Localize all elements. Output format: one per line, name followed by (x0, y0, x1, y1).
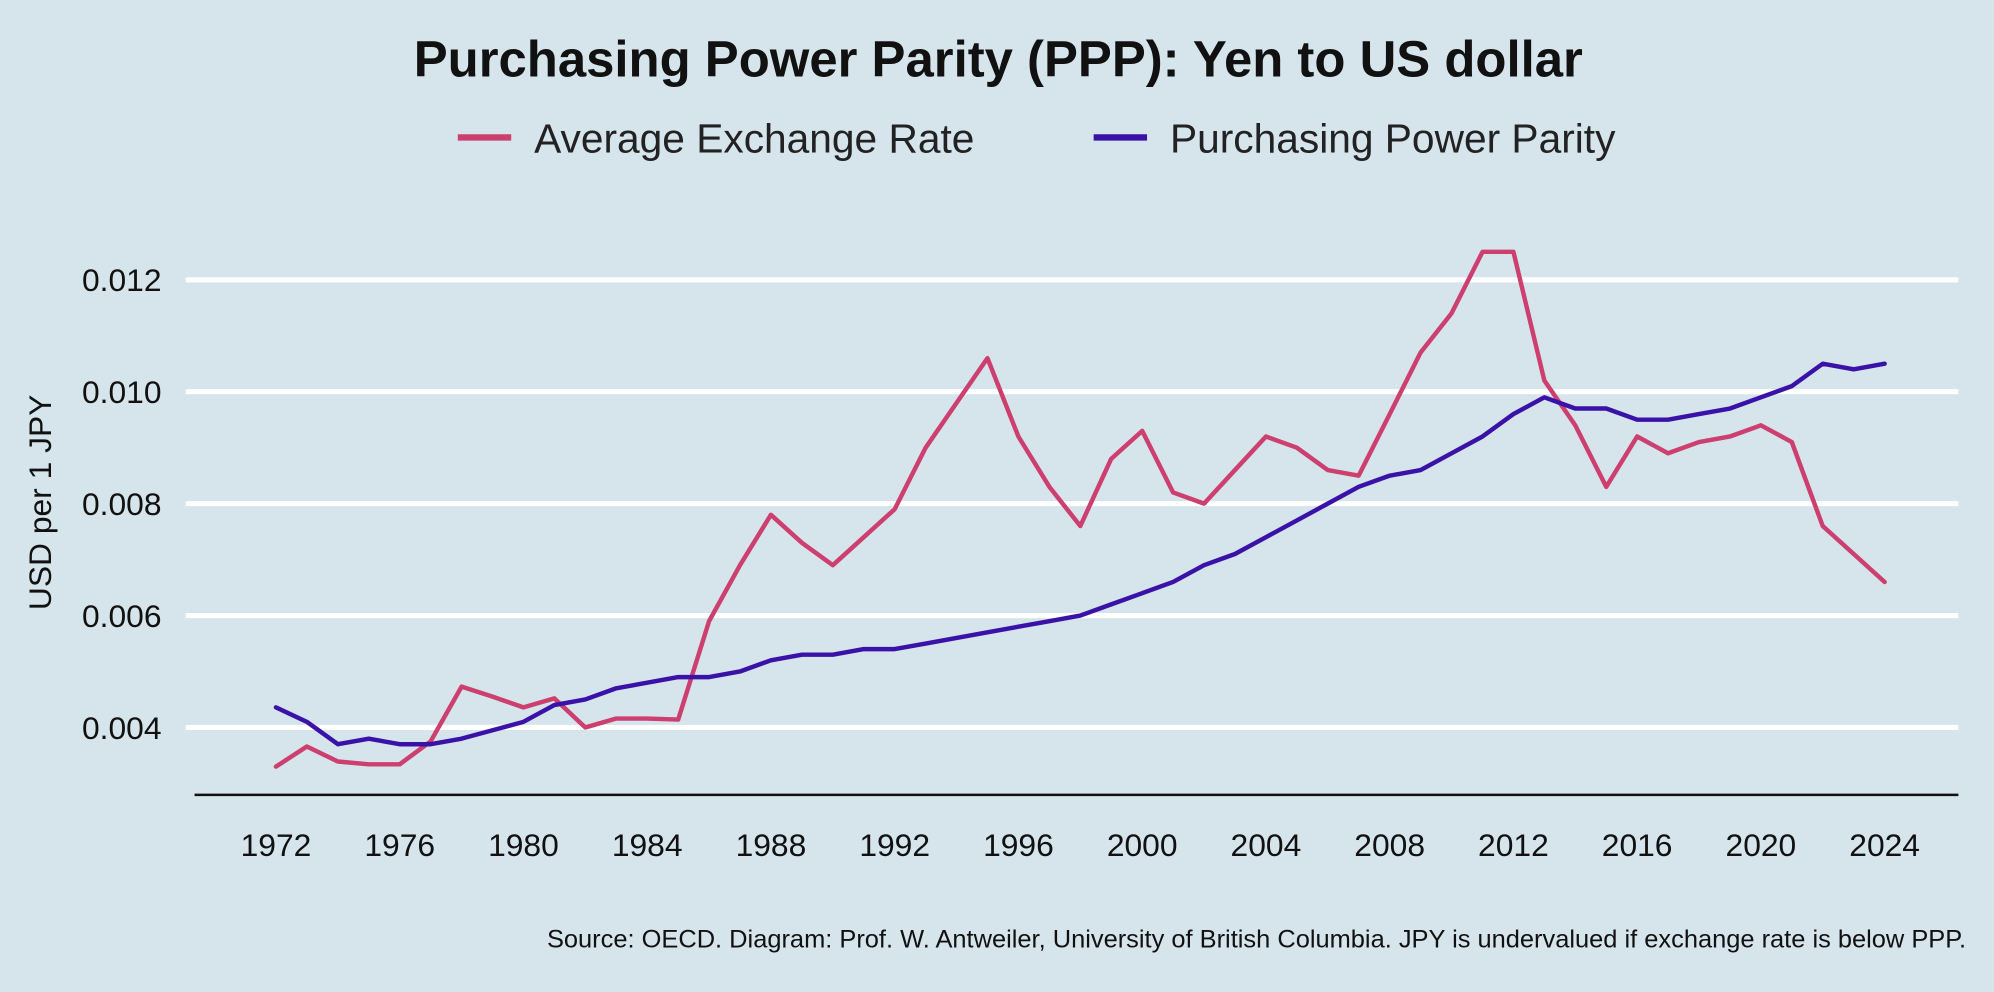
x-tick-label: 1992 (859, 827, 930, 863)
chart-title: Purchasing Power Parity (PPP): Yen to US… (414, 30, 1583, 87)
x-tick-label: 2004 (1231, 827, 1302, 863)
source-note: Source: OECD. Diagram: Prof. W. Antweile… (547, 925, 1966, 953)
y-tick-label: 0.006 (82, 598, 162, 634)
x-tick-label: 1972 (241, 827, 312, 863)
y-tick-label: 0.008 (82, 486, 162, 522)
x-tick-label: 2000 (1107, 827, 1178, 863)
x-tick-label: 2020 (1726, 827, 1797, 863)
x-tick-label: 2008 (1354, 827, 1425, 863)
x-tick-label: 1996 (983, 827, 1054, 863)
x-tick-label: 2012 (1478, 827, 1549, 863)
legend: Average Exchange Rate Purchasing Power P… (457, 116, 1616, 162)
x-tick-label: 1976 (364, 827, 435, 863)
y-tick-label: 0.004 (82, 710, 162, 746)
y-tick-label: 0.012 (82, 262, 162, 298)
x-tick-label: 2024 (1849, 827, 1920, 863)
legend-label-exchange-rate: Average Exchange Rate (534, 116, 974, 162)
x-tick-label: 1984 (612, 827, 683, 863)
x-tick-label: 1988 (736, 827, 807, 863)
y-axis-label: USD per 1 JPY (22, 395, 58, 610)
y-tick-label: 0.010 (82, 374, 162, 410)
legend-label-ppp: Purchasing Power Parity (1170, 116, 1616, 162)
series-line-exchange-rate (273, 249, 1887, 769)
x-tick-label: 2016 (1602, 827, 1673, 863)
series-line-ppp (273, 361, 1887, 747)
x-tick-label: 1980 (488, 827, 559, 863)
